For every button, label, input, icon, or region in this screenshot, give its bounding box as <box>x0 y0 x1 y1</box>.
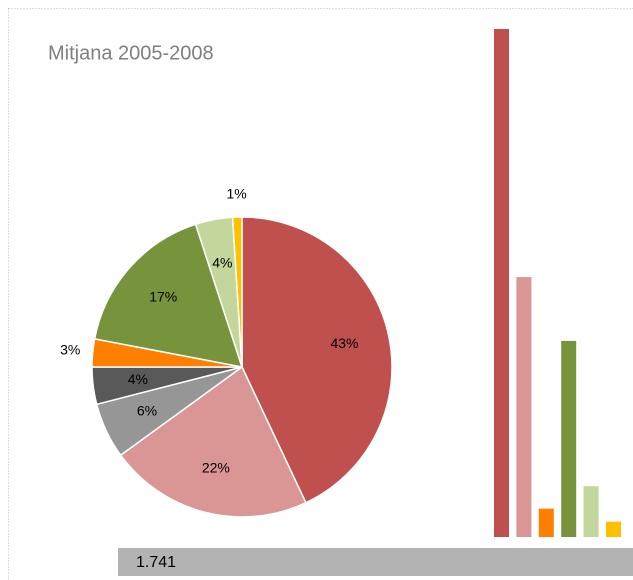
pie-slice <box>119 365 307 518</box>
pie-slice <box>241 216 393 504</box>
pie-slice <box>231 216 243 368</box>
bar <box>561 340 577 537</box>
bar <box>606 521 621 537</box>
bar <box>583 486 599 537</box>
data-label: 1% <box>226 185 246 201</box>
data-label: 22% <box>202 459 230 475</box>
bar <box>494 29 509 537</box>
chart-title: Mitjana 2005-2008 <box>48 42 214 64</box>
pie-slice <box>93 223 244 368</box>
data-label: 4% <box>212 255 232 271</box>
data-label: 4% <box>128 371 148 387</box>
bar <box>516 277 532 537</box>
data-label: 43% <box>330 335 358 351</box>
footer-label: 1.741 <box>136 554 176 571</box>
footer-bar <box>118 548 633 576</box>
data-label: 17% <box>149 288 177 304</box>
data-label: 3% <box>60 341 80 357</box>
bar <box>538 508 554 537</box>
data-label: 6% <box>137 402 157 418</box>
